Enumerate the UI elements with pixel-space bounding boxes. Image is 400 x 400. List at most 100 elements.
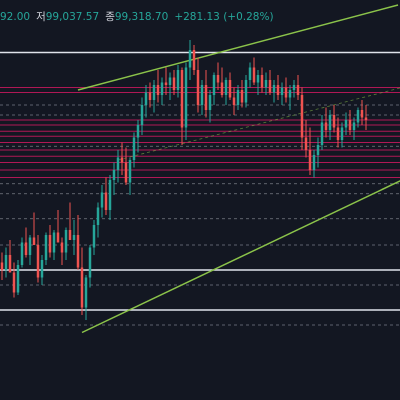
- candle-3: [12, 262, 16, 298]
- candle-body: [236, 90, 240, 105]
- low-label: 저: [36, 11, 46, 23]
- candle-1: [4, 247, 8, 278]
- candle-68: [272, 80, 276, 103]
- candle-body: [124, 162, 128, 183]
- candle-75: [300, 87, 304, 150]
- candle-87: [348, 110, 352, 135]
- candle-body: [72, 235, 76, 240]
- candle-body: [328, 115, 332, 130]
- candle-49: [196, 57, 200, 113]
- candle-body: [248, 67, 252, 80]
- candle-body: [348, 120, 352, 130]
- candle-24: [96, 202, 100, 238]
- channel-lower-line: [81, 180, 400, 334]
- ohlc-header: 92.00 저99,037.57 종99,318.70 +281.13 (+0.28%…: [0, 9, 274, 25]
- candle-6: [24, 227, 28, 258]
- candle-body: [28, 237, 32, 255]
- candle-78: [312, 150, 316, 178]
- candle-body: [296, 85, 300, 95]
- candle-60: [240, 80, 244, 108]
- candle-body: [136, 125, 140, 138]
- candle-body: [336, 127, 340, 140]
- candle-63: [252, 57, 256, 85]
- candle-body: [24, 242, 28, 255]
- candle-74: [296, 75, 300, 100]
- candle-body: [196, 70, 200, 105]
- levels-layer: [0, 51, 400, 326]
- candle-5: [20, 237, 24, 268]
- candle-25: [100, 185, 104, 218]
- candle-62: [248, 62, 252, 88]
- candle-body: [252, 67, 256, 83]
- candle-29: [116, 150, 120, 183]
- candle-13: [52, 230, 56, 260]
- candle-body: [148, 92, 152, 100]
- candle-body: [152, 85, 156, 100]
- candle-51: [204, 70, 208, 118]
- candle-39: [156, 70, 160, 103]
- candle-body: [308, 150, 312, 170]
- candle-45: [180, 67, 184, 145]
- change-value: +281.13 (+0.28%): [174, 11, 274, 23]
- candle-body: [204, 85, 208, 110]
- candle-54: [216, 62, 220, 90]
- candle-body: [32, 237, 36, 245]
- candle-70: [280, 82, 284, 105]
- candle-21: [84, 275, 88, 320]
- candle-body: [12, 272, 16, 293]
- candle-body: [256, 75, 260, 83]
- candle-65: [260, 67, 264, 93]
- candle-42: [168, 72, 172, 100]
- candle-52: [208, 90, 212, 123]
- candle-88: [352, 117, 356, 140]
- candle-90: [360, 100, 364, 125]
- candle-27: [108, 175, 112, 220]
- candle-58: [232, 87, 236, 115]
- candle-44: [176, 65, 180, 98]
- candle-14: [56, 210, 60, 243]
- candle-64: [256, 70, 260, 95]
- candle-41: [164, 67, 168, 95]
- candle-8: [32, 212, 36, 245]
- candle-body: [220, 82, 224, 95]
- candle-73: [292, 80, 296, 98]
- candle-body: [120, 157, 124, 163]
- candle-26: [104, 177, 108, 215]
- candle-body: [164, 82, 168, 85]
- candle-body: [52, 232, 56, 253]
- candle-23: [92, 220, 96, 255]
- candle-9: [36, 235, 40, 283]
- candle-body: [76, 235, 80, 268]
- candle-body: [64, 230, 68, 253]
- candle-body: [216, 75, 220, 83]
- channel-upper-line: [77, 4, 399, 91]
- candle-91: [364, 105, 368, 130]
- candle-body: [16, 265, 20, 293]
- candle-body: [292, 85, 296, 90]
- candle-body: [300, 95, 304, 138]
- candle-46: [184, 62, 188, 140]
- candle-body: [84, 277, 88, 308]
- candle-18: [72, 220, 76, 255]
- candle-body: [48, 235, 52, 253]
- candle-body: [44, 235, 48, 260]
- candle-body: [344, 120, 348, 128]
- candle-body: [312, 155, 316, 170]
- candle-body: [324, 122, 328, 130]
- candle-84: [336, 117, 340, 148]
- candle-28: [112, 162, 116, 195]
- candle-body: [116, 157, 120, 170]
- candle-77: [308, 127, 312, 175]
- candle-2: [8, 240, 12, 273]
- candle-body: [260, 75, 264, 88]
- candle-61: [244, 75, 248, 108]
- candle-body: [68, 230, 72, 240]
- candle-56: [224, 77, 228, 105]
- candle-38: [152, 80, 156, 113]
- candle-body: [208, 95, 212, 110]
- candle-body: [176, 70, 180, 90]
- candle-body: [264, 80, 268, 88]
- candle-40: [160, 77, 164, 105]
- candle-11: [44, 232, 48, 265]
